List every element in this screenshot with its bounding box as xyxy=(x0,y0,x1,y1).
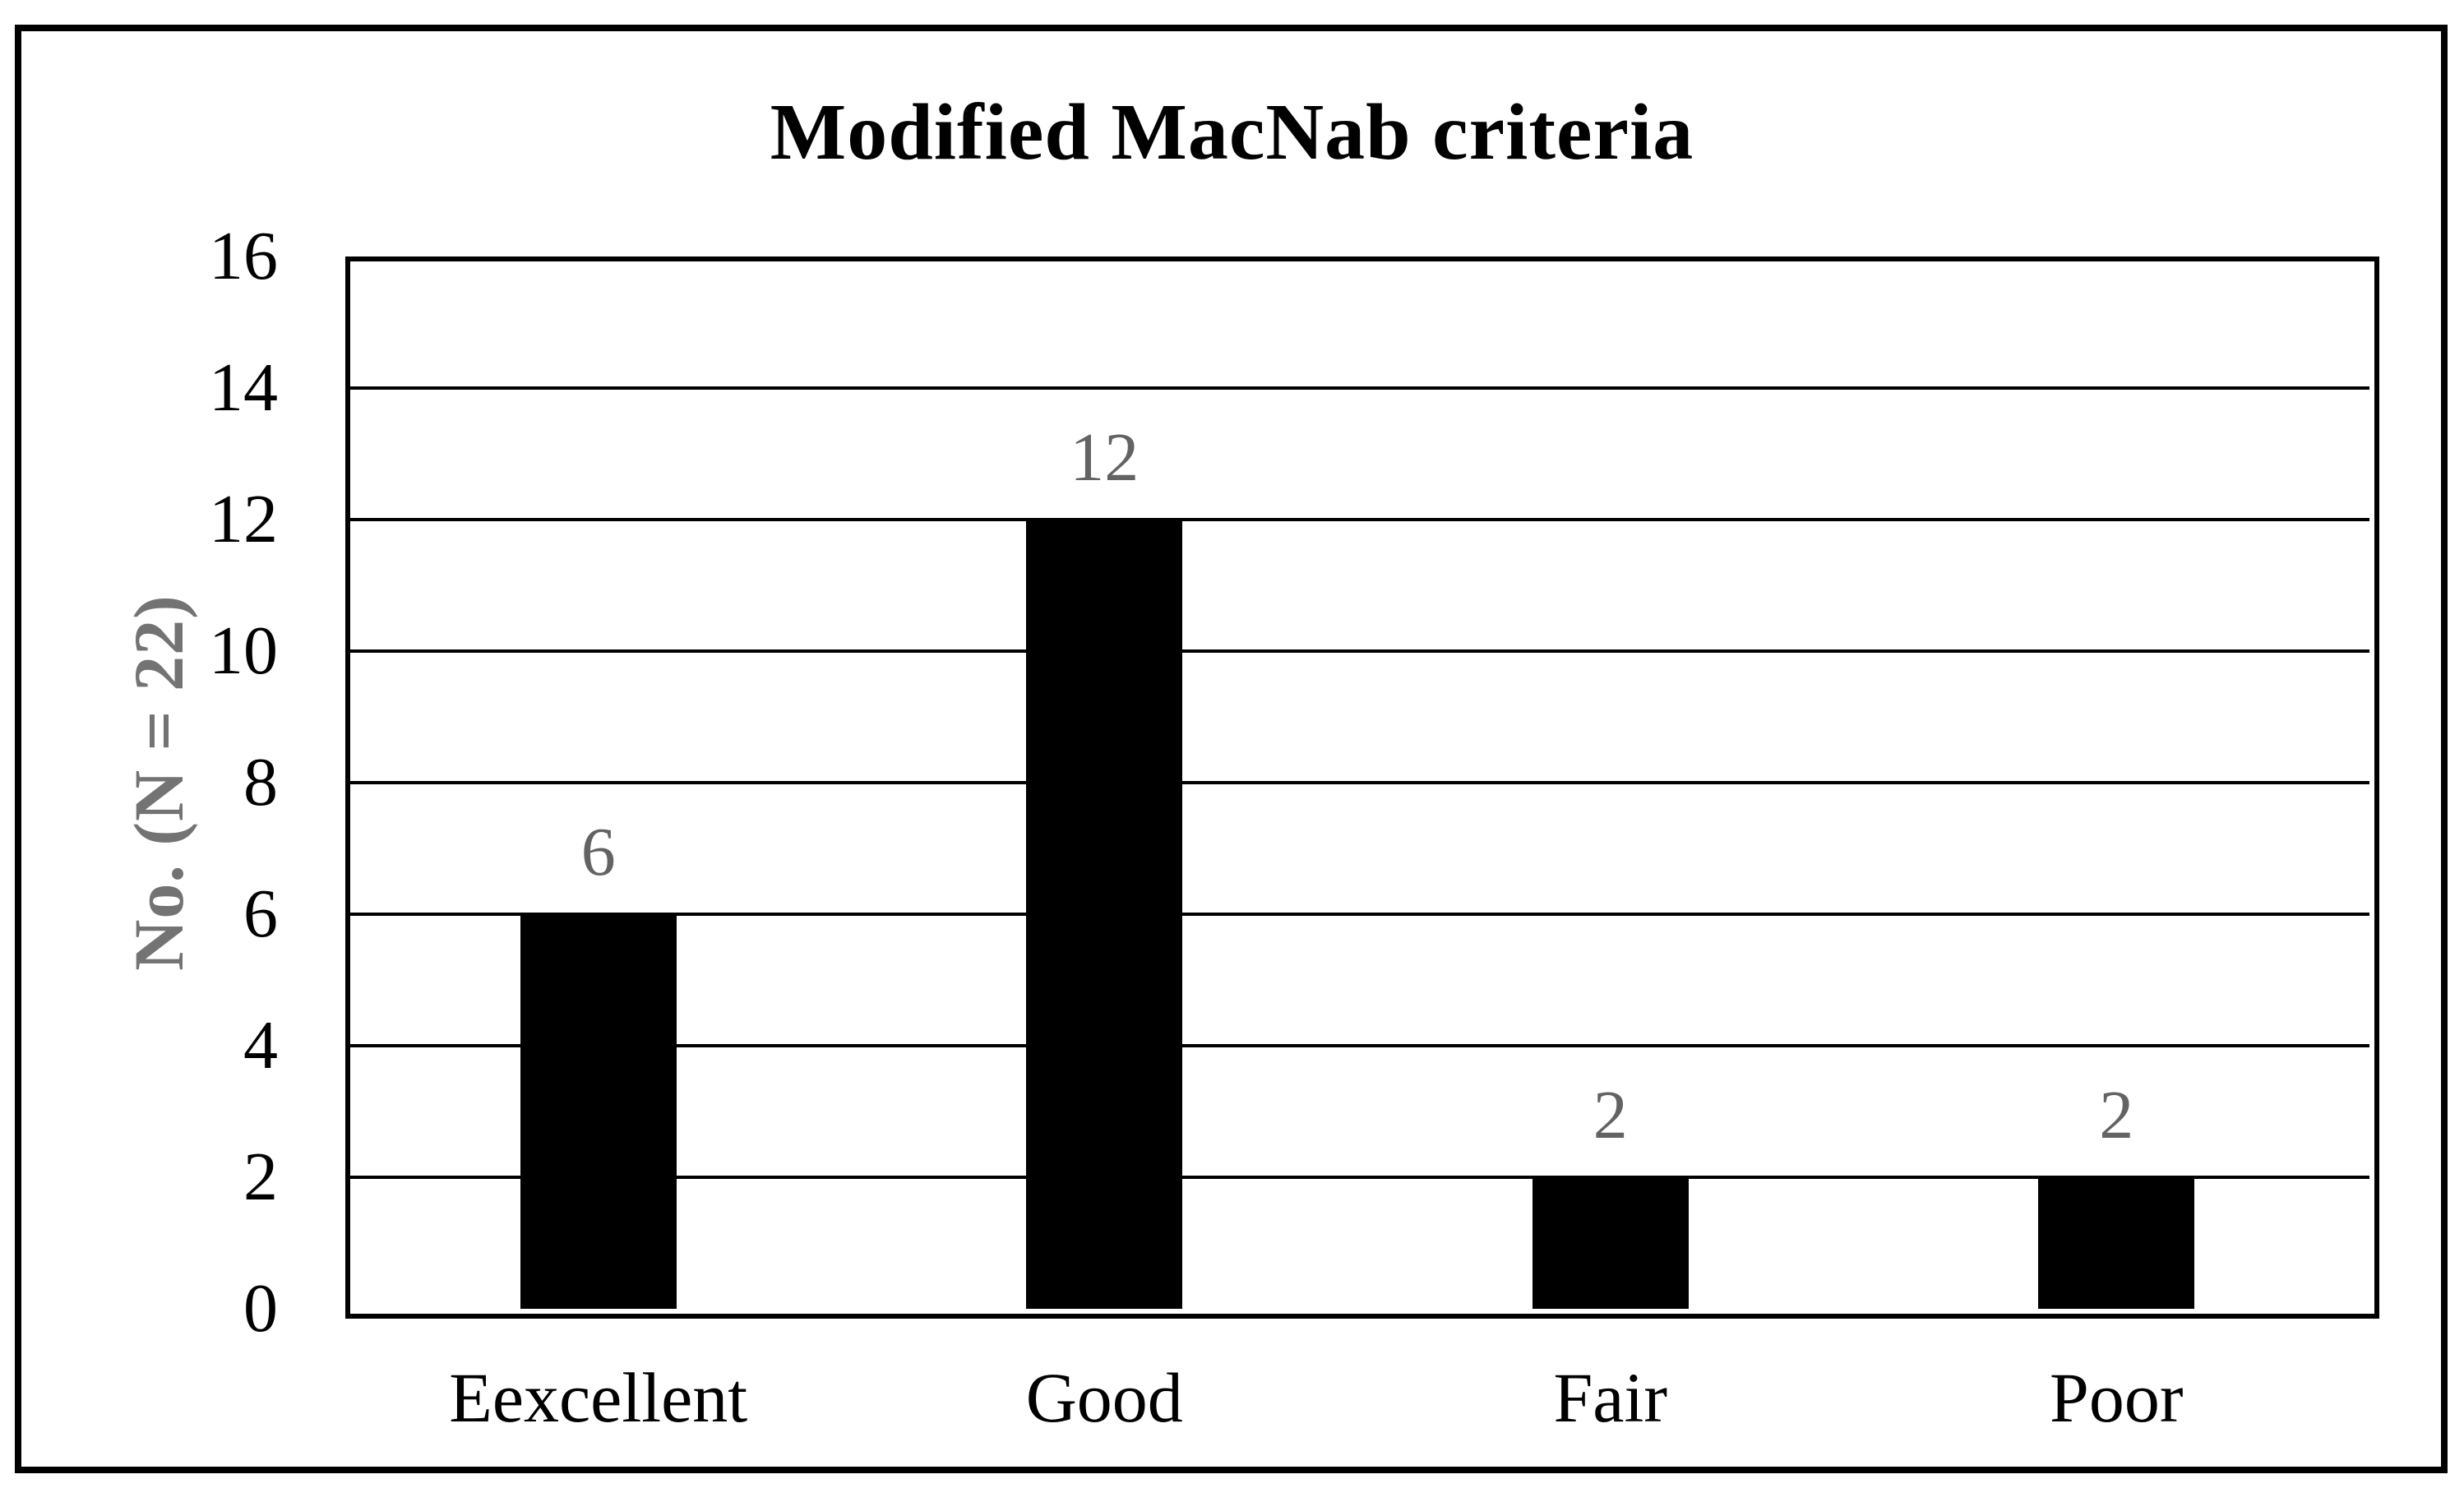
gridline-2 xyxy=(345,1176,2369,1179)
y-axis-title: No. (N = 22) xyxy=(119,594,198,971)
y-tick-label-6: 6 xyxy=(243,876,278,952)
y-tick-label-14: 14 xyxy=(209,349,278,426)
y-tick-label-8: 8 xyxy=(243,744,278,820)
y-tick-label-0: 0 xyxy=(243,1270,278,1347)
y-tick-label-16: 16 xyxy=(209,218,278,294)
x-category-label-eexcellent: Eexcellent xyxy=(449,1358,748,1437)
gridline-6 xyxy=(345,913,2369,916)
gridline-4 xyxy=(345,1044,2369,1047)
x-category-label-good: Good xyxy=(1025,1358,1183,1437)
chart-title: Modified MacNab criteria xyxy=(770,88,1694,177)
bar-good xyxy=(1026,520,1183,1309)
x-category-label-poor: Poor xyxy=(2050,1358,2184,1437)
bar-fair xyxy=(1532,1177,1689,1309)
data-label-fair: 2 xyxy=(1593,1077,1628,1153)
y-tick-label-4: 4 xyxy=(243,1007,278,1084)
y-tick-label-2: 2 xyxy=(243,1139,278,1215)
bar-eexcellent xyxy=(520,914,677,1309)
gridline-12 xyxy=(345,518,2369,521)
plot-area xyxy=(345,256,2379,1319)
gridline-14 xyxy=(345,386,2369,390)
bar-poor xyxy=(2038,1177,2195,1309)
gridline-8 xyxy=(345,781,2369,784)
data-label-good: 12 xyxy=(1070,419,1140,496)
data-label-eexcellent: 6 xyxy=(580,814,616,890)
gridline-10 xyxy=(345,649,2369,653)
y-tick-label-12: 12 xyxy=(209,481,278,557)
y-tick-label-10: 10 xyxy=(209,612,278,689)
data-label-poor: 2 xyxy=(2099,1077,2134,1153)
x-category-label-fair: Fair xyxy=(1553,1358,1668,1437)
